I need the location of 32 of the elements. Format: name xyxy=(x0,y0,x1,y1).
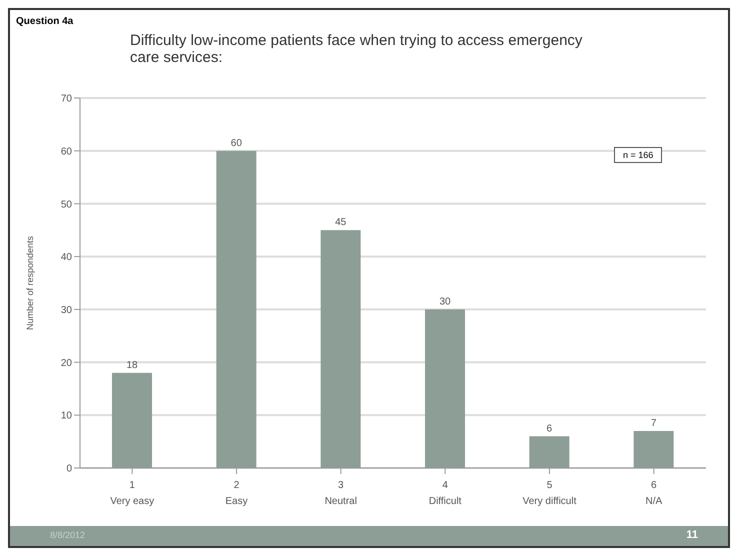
x-tick-label: 6 N/A xyxy=(645,480,662,507)
x-tick-label: 4 Difficult xyxy=(428,480,462,507)
text: 11 xyxy=(686,529,698,541)
bar xyxy=(425,309,465,468)
x-tick-label: 1 Very easy xyxy=(110,480,154,507)
data-label: 45 xyxy=(335,217,347,228)
bar xyxy=(216,150,256,468)
y-tick-label: 50 xyxy=(60,199,72,210)
data-label: 7 xyxy=(650,418,657,429)
text: Question 4a xyxy=(16,16,74,27)
y-tick-label: 60 xyxy=(60,146,72,158)
y-tick-label: 30 xyxy=(60,304,72,316)
data-label: 60 xyxy=(230,138,242,149)
bar xyxy=(634,431,674,468)
bar xyxy=(112,372,152,468)
y-tick-label: 20 xyxy=(60,358,72,369)
x-tick-label: 3 Neutral xyxy=(324,480,357,507)
data-label: 18 xyxy=(126,360,138,371)
y-tick-label: 10 xyxy=(60,410,72,422)
bar xyxy=(529,436,570,468)
x-tick-label: 2 Easy xyxy=(225,480,248,507)
chart-title: Difficulty low-income patients face when trying to access emergency care services: xyxy=(130,32,584,66)
y-tick-label: 0 xyxy=(66,464,72,475)
bar xyxy=(320,230,361,468)
y-tick-label: 40 xyxy=(60,252,72,264)
text: 8/8/2012 xyxy=(50,530,86,540)
data-label: 30 xyxy=(439,296,451,308)
x-tick-label: 5 Very difficult xyxy=(522,480,577,507)
y-axis-title: Number of respondents xyxy=(25,235,36,330)
y-tick-label: 70 xyxy=(60,94,72,105)
data-label: 6 xyxy=(546,423,553,434)
annotation: n = 166 xyxy=(614,147,662,163)
